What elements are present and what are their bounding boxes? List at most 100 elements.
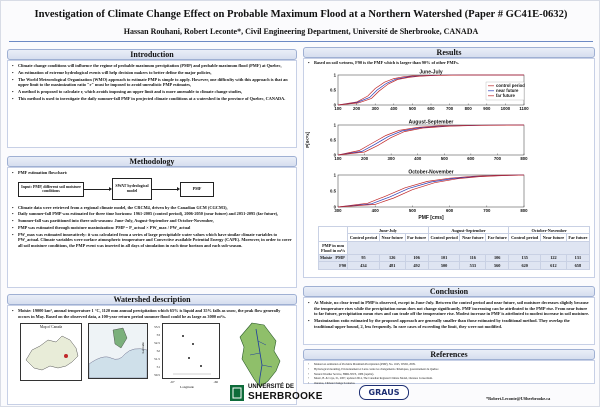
y-tick-label: 0	[334, 102, 337, 107]
table-cell: 122	[540, 253, 567, 263]
results-bullet: Based on soil wetness, F90 is the PMF wh…	[308, 60, 590, 66]
watershed-maps: Map of Canada 53.5 53	[12, 322, 292, 395]
reference-item: Natural Weather Service, HMR-NWS, 1986 (…	[308, 373, 590, 377]
x-tick-label: 600	[446, 208, 454, 213]
y-tick-label: 0	[334, 204, 337, 209]
row-label-pmp: PMP	[335, 255, 345, 261]
flowchart-label: PMF estimation flowchart:	[12, 170, 292, 176]
chart-title: October-November	[408, 169, 453, 175]
x-tick-label: 300	[388, 156, 396, 161]
x-tick-label: 900	[483, 106, 491, 111]
udes-emblem-icon	[230, 385, 244, 401]
table-sub-header: Control period	[508, 233, 542, 242]
series-line-far-future	[337, 174, 525, 208]
intro-bullet: Climate change conditions will influence…	[12, 63, 292, 69]
method-bullet: PMP was estimated through moisture maxim…	[12, 225, 292, 231]
series-line-control-period	[337, 174, 525, 208]
table-cell: 434	[347, 261, 380, 270]
reference-item: Hydrological modeling, Environnement et …	[308, 368, 590, 372]
references-heading: References	[303, 349, 595, 360]
longitude-ticks: -67 -66	[170, 380, 218, 386]
y-tick-label: 0	[334, 152, 337, 157]
intro-bullet: The World Meteorological Organization (W…	[12, 77, 292, 88]
watershed-shape-icon	[239, 322, 281, 388]
reference-item: Music, B. & Caya, D., 2007, updated 2014…	[308, 377, 590, 381]
method-bullet: PW_max was estimated innovatively: it wa…	[12, 232, 292, 249]
table-sub-header: Far future	[485, 233, 510, 242]
y-tick-label: 1	[334, 122, 337, 127]
chart-august-september-svg: August-September 100 200 300 400 500 600 700 800…	[330, 119, 528, 161]
basin-name: Moisie	[320, 255, 333, 261]
latitude-label: Latitude	[140, 342, 145, 354]
udes-line2: SHERBROOKE	[248, 391, 323, 402]
intro-bullet: This method is used to investigate the d…	[12, 96, 292, 102]
x-tick-label: 300	[372, 106, 380, 111]
reference-item: Manual on estimation of Probable Maximum…	[308, 363, 590, 367]
flow-output-box: PMF	[180, 181, 214, 197]
series-line-far-future	[337, 74, 524, 106]
conclusion-body: At Moisie, no clear trend in PMP is obse…	[303, 297, 595, 345]
table-cell: 658	[565, 261, 591, 270]
results-table: June-July August-September October-Novem…	[317, 225, 591, 270]
conclusion-bullet: At Moisie, no clear trend in PMP is obse…	[308, 300, 590, 317]
x-tick-label: 400	[390, 106, 398, 111]
pmf-flowchart: Input: PMP, different soil moisture cond…	[18, 177, 292, 202]
table-sub-header: Near future	[378, 233, 406, 242]
flow-arrow	[152, 187, 180, 191]
authors-line: Hassan Rouhani, Robert Leconte*, Civil E…	[123, 27, 479, 36]
watershed-body: Moisie: 19000 km², annual temperature 1 …	[7, 305, 297, 405]
row-label-f90: F90	[317, 261, 349, 270]
table-cell: 500	[427, 261, 461, 270]
latitude-ticks: 53.5 53 52.5 52 51.5 51 50.5	[152, 323, 160, 379]
poster-title: Investigation of Climate Change Effect o…	[34, 9, 568, 20]
x-tick-label: 500	[409, 208, 417, 213]
table-cell: 492	[404, 261, 429, 270]
gauge-points-icon	[173, 335, 211, 375]
conclusion-bullet: Maximization ratio estimated by the prop…	[308, 318, 590, 329]
x-tick-label: 600	[467, 156, 475, 161]
legend-label: control period	[496, 83, 525, 88]
table-sub-header: Near future	[459, 233, 487, 242]
lat-tick: 51.5	[154, 357, 160, 362]
x-tick-label: 1100	[519, 106, 529, 111]
references-body: Manual on estimation of Probable Maximum…	[303, 360, 595, 385]
plot-frame	[337, 124, 525, 156]
table-cell: 135	[508, 253, 542, 263]
method-bullet: Summer-fall was partitioned into three s…	[12, 218, 292, 224]
left-column: Introduction Climate change conditions w…	[7, 49, 297, 405]
y-tick-label: 0.5	[330, 137, 337, 142]
table-row-label: Moisie PMP	[317, 253, 349, 263]
y-tick-label: 1	[334, 172, 337, 177]
watershed-heading: Watershed description	[7, 294, 297, 305]
x-tick-label: 800	[520, 156, 528, 161]
results-ylabel: P[X<=x]	[305, 131, 311, 148]
table-cell: 481	[378, 261, 406, 270]
table-group-header: June-July	[347, 225, 429, 235]
x-tick-label: 700	[483, 208, 491, 213]
table-cell: 533	[459, 261, 487, 270]
lat-tick: 52.5	[154, 341, 160, 346]
table-sub-header: Near future	[540, 233, 567, 242]
title-divider	[9, 41, 593, 42]
table-cell: 560	[485, 261, 510, 270]
udes-logo: UNIVERSITÉ DE SHERBROOKE	[229, 383, 329, 403]
table-cell: 116	[459, 253, 487, 263]
methodology-heading: Methodology	[7, 156, 297, 167]
flow-input-box: Input: PMP, different soil moisture cond…	[18, 181, 84, 197]
row-head-pmp-unit: PMP in mm	[322, 242, 345, 248]
flow-model-box: SWAT hydrological model	[112, 177, 152, 200]
x-tick-label: 700	[494, 156, 502, 161]
lat-tick: 52	[156, 349, 160, 354]
flow-arrow	[84, 187, 112, 191]
x-axis-label: PMF [cms]	[418, 215, 444, 221]
chart-june-july: June-July 100 200 300 400 500 600 700 800 900 1000…	[324, 67, 584, 117]
table-cell: 131	[565, 253, 591, 263]
intro-bullet: An estimation of extreme hydrological ev…	[12, 70, 292, 76]
canada-outline-icon	[25, 335, 79, 371]
chart-june-july-svg: June-July 100 200 300 400 500 600 700 800 900 1000…	[330, 69, 529, 111]
x-tick-label: 700	[446, 106, 454, 111]
chart-october-november-svg: October-November 300 400 500 600 700 800 0 0.5 1 P…	[330, 169, 528, 221]
table-sub-header: Control period	[427, 233, 461, 242]
methodology-body: PMF estimation flowchart: Input: PMP, di…	[7, 167, 297, 288]
y-tick-label: 0.5	[330, 188, 337, 193]
